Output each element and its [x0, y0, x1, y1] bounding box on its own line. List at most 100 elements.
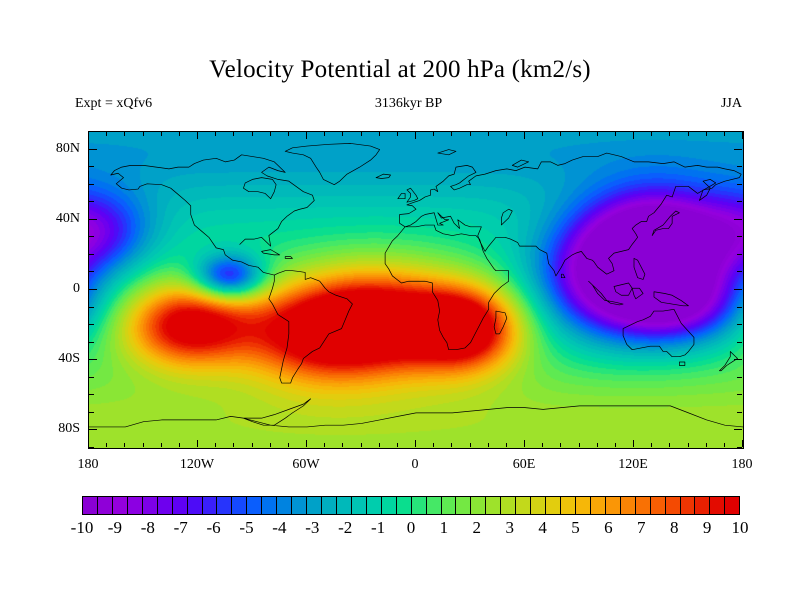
colorbar-cell	[127, 497, 143, 514]
x-tick-top	[324, 132, 325, 136]
colorbar-cell	[217, 497, 233, 514]
x-tick-top	[143, 132, 144, 136]
x-tick-top	[615, 132, 616, 136]
y-tick-right	[734, 149, 742, 150]
y-axis-tick-label: 0	[73, 281, 80, 296]
y-tick-right	[737, 131, 742, 132]
y-axis-tick-label: 80S	[58, 421, 80, 437]
coastline	[589, 281, 607, 300]
coastline	[501, 209, 512, 225]
y-tick	[89, 447, 94, 448]
x-tick	[179, 443, 180, 447]
x-tick-top	[433, 132, 434, 136]
colorbar-cell	[232, 497, 248, 514]
y-tick-right	[737, 166, 742, 167]
y-tick-right	[737, 342, 742, 343]
y-tick-right	[737, 271, 742, 272]
x-tick	[542, 443, 543, 447]
x-tick-top	[197, 132, 198, 139]
x-tick	[688, 443, 689, 447]
colorbar-cell	[725, 497, 740, 514]
y-tick-right	[734, 219, 742, 220]
subtitle-row: Expt = xQfv6 3136kyr BP JJA	[75, 96, 742, 114]
x-tick-top	[179, 132, 180, 136]
map-plot-area	[88, 131, 744, 449]
y-tick	[89, 377, 94, 378]
colorbar-cell	[381, 497, 397, 514]
period-label: 3136kyr BP	[374, 96, 443, 111]
y-tick-right	[737, 184, 742, 185]
coastline	[512, 160, 528, 167]
colorbar-cell	[351, 497, 367, 514]
experiment-label: Expt = xQfv6	[75, 96, 153, 111]
x-tick	[470, 443, 471, 447]
y-tick	[89, 324, 94, 325]
colorbar-cell	[172, 497, 188, 514]
y-tick-right	[737, 394, 742, 395]
colorbar-tick-label: 4	[538, 518, 547, 537]
x-tick	[706, 443, 707, 447]
x-tick-top	[233, 132, 234, 136]
x-tick-top	[524, 132, 525, 139]
y-tick-right	[734, 429, 742, 430]
colorbar-tick-label: 7	[637, 518, 646, 537]
y-tick-right	[737, 324, 742, 325]
colorbar-cell	[695, 497, 711, 514]
coastline	[623, 309, 694, 356]
x-tick	[724, 443, 725, 447]
x-tick-top	[161, 132, 162, 136]
colorbar-cell	[396, 497, 412, 514]
x-tick-top	[506, 132, 507, 136]
x-tick	[488, 443, 489, 447]
colorbar-cell	[650, 497, 666, 514]
x-axis-tick-label: 60E	[512, 457, 536, 472]
x-tick	[379, 443, 380, 447]
colorbar-tick-label: 0	[406, 518, 416, 537]
colorbar-cell	[665, 497, 681, 514]
colorbar	[82, 496, 740, 515]
colorbar-cell	[516, 497, 532, 514]
coastline	[400, 153, 742, 223]
y-axis-tick-label: 80N	[55, 140, 80, 156]
y-tick	[89, 254, 94, 255]
x-tick-top	[470, 132, 471, 136]
x-tick-top	[706, 132, 707, 136]
colorbar-tick-label: -10	[70, 518, 94, 537]
y-tick-right	[737, 236, 742, 237]
coastline	[89, 399, 743, 427]
x-tick-top	[306, 132, 307, 139]
colorbar-cell	[426, 497, 442, 514]
x-axis-tick-label: 180	[731, 457, 753, 472]
x-tick-top	[488, 132, 489, 136]
y-tick	[89, 184, 94, 185]
colorbar-cell	[187, 497, 203, 514]
colorbar-cell	[142, 497, 158, 514]
colorbar-cell	[112, 497, 128, 514]
colorbar-tick-label: 3	[505, 518, 514, 537]
colorbar-tick-label: -3	[305, 518, 320, 537]
coastline	[285, 143, 379, 184]
x-tick-top	[415, 132, 416, 139]
x-tick	[306, 440, 307, 447]
y-axis-tick-label: 40S	[58, 351, 80, 367]
coastline	[262, 250, 280, 255]
colorbar-cell	[411, 497, 427, 514]
colorbar-tick-label: 9	[702, 518, 712, 537]
coastline	[614, 283, 632, 295]
y-tick-right	[734, 289, 742, 290]
colorbar-tick-label: 2	[472, 518, 482, 537]
x-axis-tick-label: 0	[411, 457, 419, 472]
colorbar-cell	[456, 497, 472, 514]
x-tick-top	[597, 132, 598, 136]
y-tick-right	[737, 412, 742, 413]
colorbar-cell	[471, 497, 487, 514]
colorbar-cell	[635, 497, 651, 514]
coastline	[111, 173, 274, 275]
coastline	[719, 351, 737, 370]
y-tick	[89, 289, 97, 290]
coastline	[654, 292, 689, 306]
x-tick	[288, 443, 289, 447]
coastline	[561, 274, 565, 278]
x-tick-top	[633, 132, 634, 139]
y-tick	[89, 271, 94, 272]
